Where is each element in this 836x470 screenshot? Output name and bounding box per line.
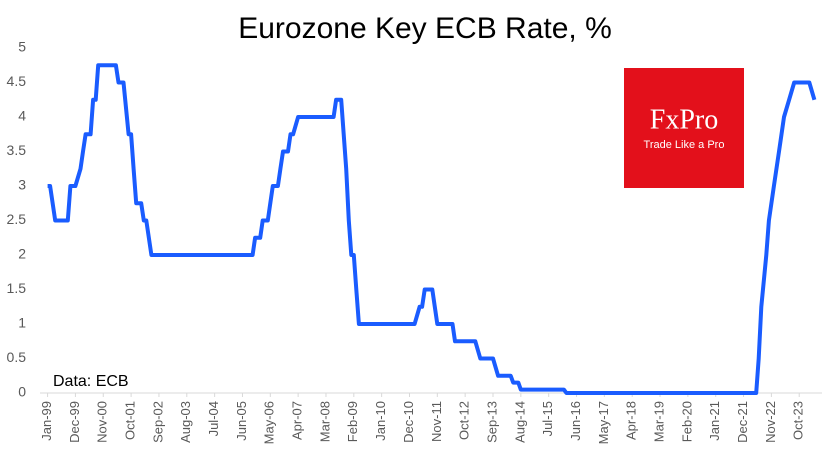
x-tick-label: Aug-03 <box>178 401 193 443</box>
x-tick-label: Dec-99 <box>67 401 82 443</box>
x-tick-label: Apr-18 <box>624 401 639 440</box>
x-tick-label: Jan-21 <box>707 401 722 441</box>
x-tick-label: Feb-09 <box>345 401 360 442</box>
chart-title: Eurozone Key ECB Rate, % <box>238 12 612 45</box>
x-tick-label: Jan-10 <box>373 401 388 441</box>
x-tick-label: Aug-14 <box>512 401 527 443</box>
y-tick-label: 5 <box>18 39 26 55</box>
x-tick-label: Sep-02 <box>150 401 165 443</box>
x-tick-label: Jun-05 <box>234 401 249 441</box>
y-tick-label: 2.5 <box>7 211 27 227</box>
x-tick-label: Dec-21 <box>735 401 750 443</box>
x-tick-label: Nov-11 <box>429 401 444 442</box>
x-tick-label: Sep-13 <box>484 401 499 443</box>
logo-name: FxPro <box>650 104 718 135</box>
y-tick-label: 4.5 <box>7 73 27 89</box>
y-tick-label: 2 <box>18 246 26 262</box>
x-tick-label: Apr-07 <box>290 401 305 440</box>
y-tick-label: 3.5 <box>7 142 27 158</box>
x-tick-label: Oct-23 <box>791 401 806 440</box>
x-tick-label: May-06 <box>262 401 277 444</box>
x-tick-label: Mar-08 <box>317 401 332 442</box>
logo <box>624 68 744 188</box>
x-tick-label: Nov-00 <box>95 401 110 443</box>
x-tick-label: May-17 <box>596 401 611 444</box>
y-tick-label: 3 <box>18 177 26 193</box>
x-tick-label: Jun-16 <box>568 401 583 441</box>
logo-tagline: Trade Like a Pro <box>644 139 725 151</box>
x-tick-label: Jul-04 <box>206 401 221 436</box>
x-tick-label: Mar-19 <box>651 401 666 442</box>
x-tick-label: Oct-12 <box>457 401 472 440</box>
y-tick-label: 4 <box>18 108 26 124</box>
y-tick-label: 1 <box>18 315 26 331</box>
x-tick-label: Dec-10 <box>401 401 416 443</box>
x-tick-label: Nov-22 <box>763 401 778 443</box>
x-tick-label: Oct-01 <box>123 401 138 440</box>
annotation: Data: ECB <box>53 373 129 390</box>
y-tick-label: 0 <box>18 384 26 400</box>
x-tick-label: Jul-15 <box>540 401 555 436</box>
x-tick-label: Jan-99 <box>39 401 54 441</box>
y-tick-label: 1.5 <box>7 280 27 296</box>
x-tick-label: Feb-20 <box>679 401 694 442</box>
y-tick-label: 0.5 <box>7 349 27 365</box>
data-line <box>47 63 817 395</box>
